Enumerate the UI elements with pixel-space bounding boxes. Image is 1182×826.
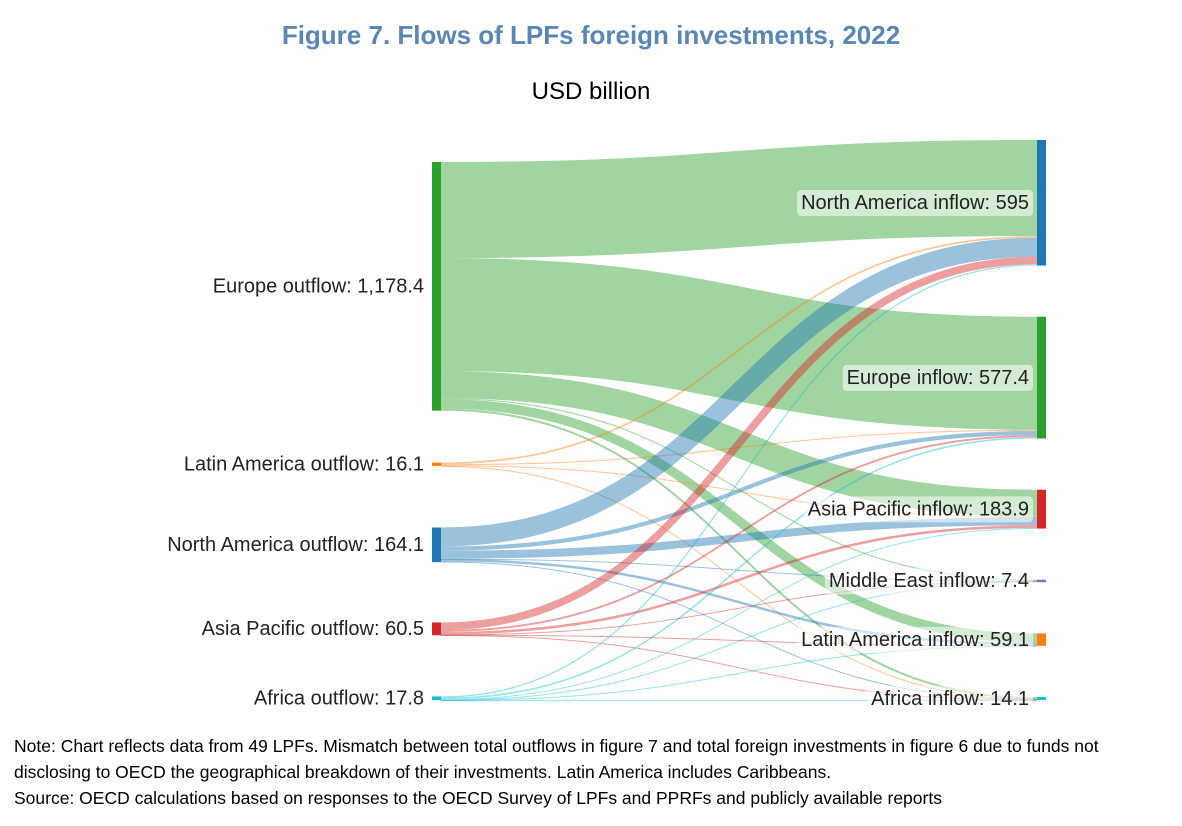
label-latin-america-outflow: Latin America outflow: 16.1 — [184, 454, 424, 476]
label-africa-outflow: Africa outflow: 17.8 — [254, 688, 424, 710]
label-background — [797, 626, 1033, 653]
note-line: disclosing to OECD the geographical brea… — [14, 762, 832, 782]
label-background — [842, 364, 1033, 391]
label-background — [867, 685, 1033, 712]
note-line: Note: Chart reflects data from 49 LPFs. … — [14, 736, 1099, 756]
link-af_out-to-eu_in — [440, 436, 1038, 700]
sankey-diagram: Europe outflow: 1,178.4 Latin America out… — [167, 140, 1046, 712]
link-eu_out-to-na_in — [440, 140, 1038, 259]
link-ap_out-to-na_in — [440, 256, 1038, 631]
label-background — [797, 190, 1033, 217]
link-af_out-to-ap_in — [440, 527, 1038, 701]
chart-title: Figure 7. Flows of LPFs foreign investme… — [281, 20, 901, 50]
sankey-labels: Europe outflow: 1,178.4 Latin America out… — [167, 190, 1033, 712]
node-africa-inflow — [1037, 697, 1046, 700]
label-asia-pacific-outflow: Asia Pacific outflow: 60.5 — [202, 618, 424, 640]
chart-subtitle: USD billion — [531, 78, 651, 105]
link-la_out-to-na_in — [440, 236, 1038, 465]
node-north-america-inflow — [1037, 140, 1046, 266]
source-line: Source: OECD calculations based on respo… — [14, 788, 942, 808]
sankey-links — [440, 140, 1038, 702]
link-ap_out-to-eu_in — [440, 435, 1038, 632]
link-af_out-to-na_in — [440, 264, 1038, 698]
link-la_out-to-eu_in — [440, 429, 1038, 466]
node-europe-inflow — [1037, 316, 1046, 439]
label-europe-inflow: Europe inflow: 577.4 — [847, 367, 1029, 389]
link-ap_out-to-ap_in — [440, 525, 1038, 635]
link-eu_out-to-af_in — [440, 408, 1038, 700]
sankey-nodes — [432, 140, 1046, 701]
link-na_out-to-ap_in — [440, 517, 1038, 559]
node-africa-outflow — [432, 696, 441, 701]
node-europe-outflow — [432, 162, 441, 411]
node-middle-east-inflow — [1037, 579, 1046, 583]
label-latin-america-inflow: Latin America inflow: 59.1 — [801, 629, 1029, 651]
label-background — [824, 568, 1033, 595]
label-middle-east-inflow: Middle East inflow: 7.4 — [829, 570, 1029, 592]
link-na_out-to-eu_in — [440, 430, 1038, 551]
link-eu_out-to-eu_in — [440, 258, 1038, 430]
label-africa-inflow: Africa inflow: 14.1 — [871, 688, 1029, 710]
node-latin-america-inflow — [1037, 633, 1046, 646]
node-latin-america-outflow — [432, 462, 441, 466]
label-north-america-outflow: North America outflow: 164.1 — [167, 534, 424, 556]
node-asia-pacific-inflow — [1037, 489, 1046, 529]
link-eu_out-to-la_in — [440, 399, 1038, 643]
figure-notes: Note: Chart reflects data from 49 LPFs. … — [14, 733, 1174, 811]
label-asia-pacific-inflow: Asia Pacific inflow: 183.9 — [808, 498, 1029, 520]
node-asia-pacific-outflow — [432, 622, 441, 636]
label-europe-outflow: Europe outflow: 1,178.4 — [213, 276, 424, 298]
link-na_out-to-na_in — [440, 237, 1038, 547]
node-north-america-outflow — [432, 527, 441, 563]
label-background — [803, 496, 1033, 523]
label-north-america-inflow: North America inflow: 595 — [801, 192, 1029, 214]
